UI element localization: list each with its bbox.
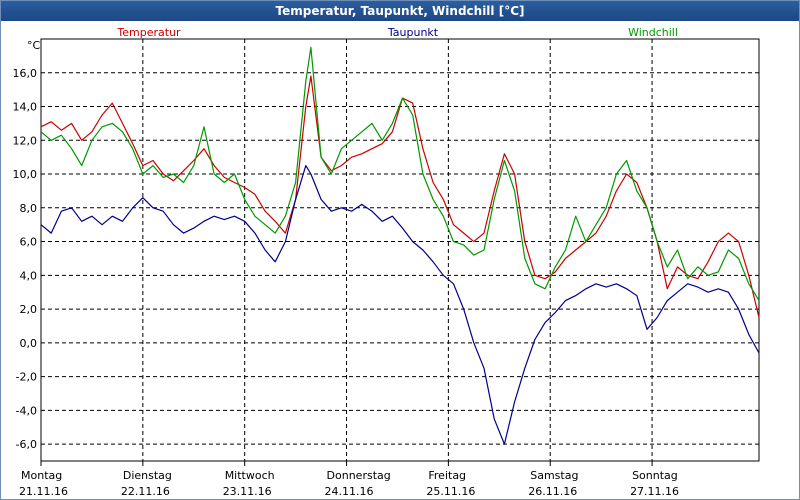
y-tick-label: -2,0 <box>16 371 37 384</box>
y-tick-label: 10,0 <box>13 168 38 181</box>
x-tick-date: 21.11.16 <box>19 485 68 498</box>
y-tick-label: 4,0 <box>20 269 38 282</box>
x-tick-day: Donnerstag <box>327 469 391 482</box>
y-tick-label: 12,0 <box>13 134 38 147</box>
x-axis: Montag 21.11.16 Dienstag 22.11.16 Mittwoch 23… <box>19 461 679 498</box>
x-tick-date: 23.11.16 <box>223 485 272 498</box>
y-tick-label: 16,0 <box>13 67 38 80</box>
y-tick-label: -4,0 <box>16 404 37 417</box>
y-tick-label: 0,0 <box>20 337 38 350</box>
y-axis: -6,0 -4,0 -2,0 0,0 2,0 4,0 6,0 8,0 10,0 12,0 14,0 1… <box>13 67 38 451</box>
y-axis-label: °C <box>27 39 41 52</box>
series-lines <box>40 46 760 445</box>
y-tick-label: 2,0 <box>20 303 38 316</box>
legend-taupunkt: Taupunkt <box>387 26 439 39</box>
y-tick-label: 14,0 <box>13 101 38 114</box>
x-tick-day: Dienstag <box>123 469 172 482</box>
x-tick-day: Freitag <box>428 469 466 482</box>
series-windchill <box>40 46 760 301</box>
x-tick-date: 25.11.16 <box>426 485 475 498</box>
y-tick-label: -6,0 <box>16 438 37 451</box>
x-tick-day: Mittwoch <box>225 469 275 482</box>
x-tick-date: 27.11.16 <box>630 485 679 498</box>
series-taupunkt <box>40 165 760 445</box>
x-tick-date: 26.11.16 <box>528 485 577 498</box>
chart-title: Temperatur, Taupunkt, Windchill [°C] <box>1 1 799 21</box>
x-tick-date: 22.11.16 <box>121 485 170 498</box>
y-tick-label: 8,0 <box>20 202 38 215</box>
legend: Temperatur Taupunkt Windchill <box>116 26 678 39</box>
legend-temperatur: Temperatur <box>116 26 181 39</box>
x-tick-day: Sonntag <box>632 469 678 482</box>
x-tick-day: Samstag <box>530 469 578 482</box>
plot-area <box>40 38 760 462</box>
grid <box>41 39 759 461</box>
legend-windchill: Windchill <box>628 26 678 39</box>
x-tick-day: Montag <box>21 469 62 482</box>
series-temperatur <box>40 75 760 318</box>
x-tick-date: 24.11.16 <box>325 485 374 498</box>
y-tick-label: 6,0 <box>20 236 38 249</box>
